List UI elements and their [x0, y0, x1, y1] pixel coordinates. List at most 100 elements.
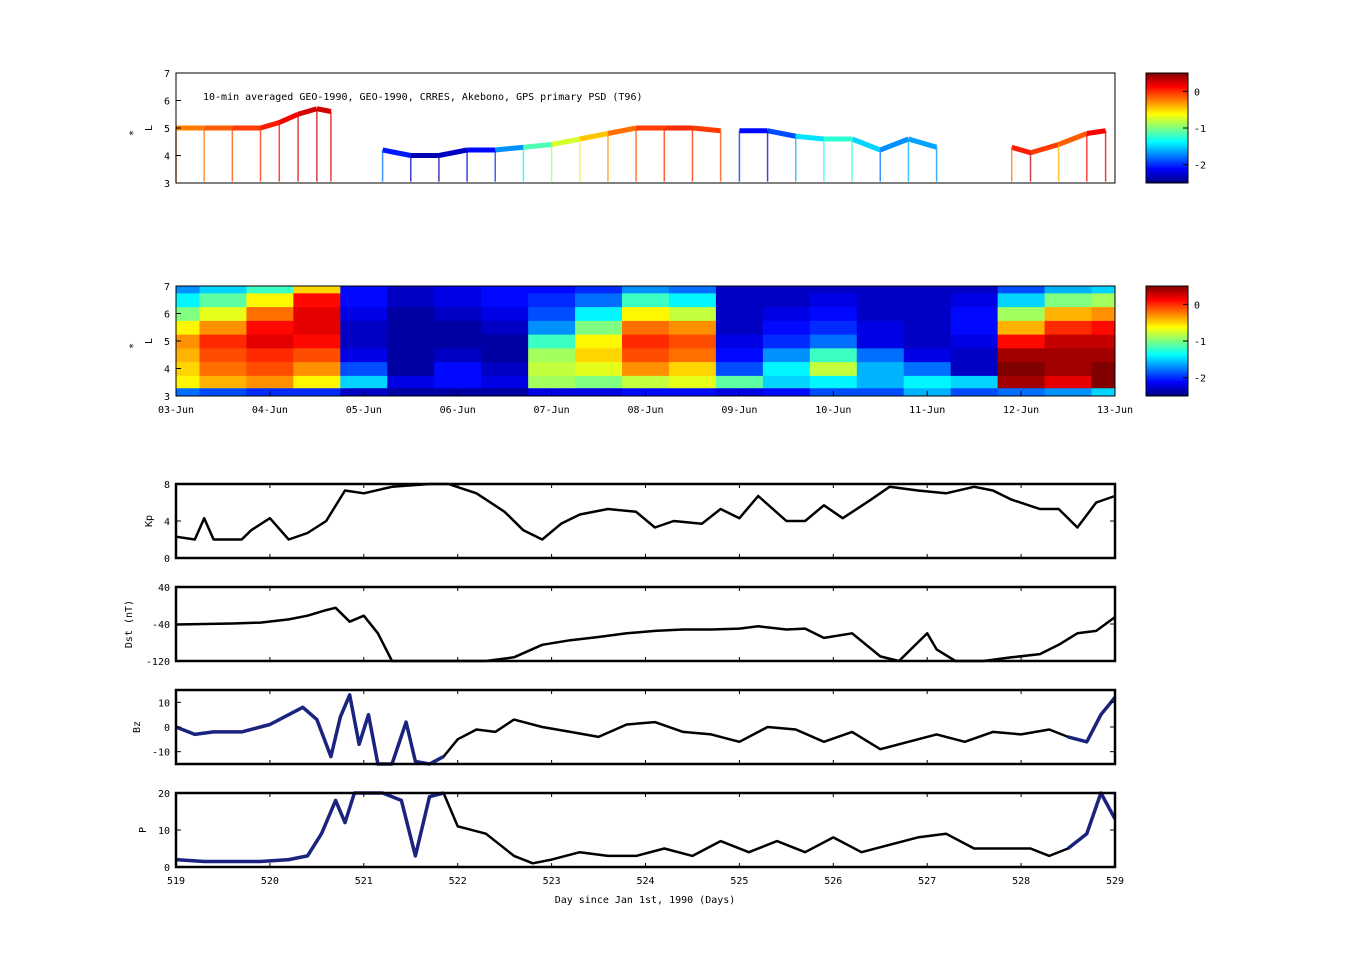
heatmap-cell	[575, 375, 623, 389]
date-tick-label: 10-Jun	[815, 405, 851, 416]
heatmap-cell	[1091, 347, 1116, 363]
heatmap-cell	[176, 306, 200, 321]
heatmap-cell	[809, 361, 858, 376]
heatmap-cell	[762, 387, 811, 397]
heatmap-cell	[340, 347, 388, 363]
heatmap-cell	[809, 320, 858, 335]
heatmap-cell	[997, 361, 1046, 376]
heatmap-cell	[434, 375, 482, 389]
heatmap-cell	[809, 334, 858, 349]
heatmap-cell	[1044, 334, 1093, 349]
heatmap-cell	[199, 375, 247, 389]
heatmap-cell	[434, 292, 482, 308]
psd-track-segment	[607, 125, 637, 136]
heatmap-cell	[199, 347, 247, 363]
heatmap-cell	[668, 375, 717, 389]
psd-track-segment	[1011, 144, 1032, 156]
heatmap-cell	[997, 292, 1046, 308]
heatmap-cell	[950, 347, 999, 363]
x-tick-label: 524	[636, 876, 654, 887]
heatmap-cell	[997, 375, 1046, 389]
date-tick-label: 08-Jun	[627, 405, 663, 416]
heatmap-cell	[856, 320, 905, 335]
heatmap-cell	[1044, 361, 1093, 376]
x-tick-label: 528	[1012, 876, 1030, 887]
heatmap-cell	[622, 347, 670, 363]
heatmap-cell	[903, 375, 952, 389]
heatmap-cell	[434, 306, 482, 321]
heatmap-cell	[1091, 334, 1116, 349]
colorbar-tick-label: -1	[1194, 124, 1206, 135]
heatmap-cell	[246, 306, 294, 321]
bz-line	[175, 693, 1116, 766]
dst-line	[175, 606, 1116, 663]
dst-axes-box	[174, 585, 1117, 663]
psd-observed-y-ticks: 3 4 5 6 7	[164, 69, 181, 190]
psd-track-segment	[851, 136, 882, 153]
heatmap-cell	[293, 387, 341, 397]
psd-reconstructed-y-ticks: 3 4 5 6 7	[164, 282, 181, 403]
colorbar-tick-label: -2	[1194, 161, 1206, 172]
bz-highres-segment	[175, 693, 445, 766]
psd-track-segment	[692, 125, 721, 134]
heatmap-cell	[387, 361, 435, 376]
heatmap-cell	[199, 306, 247, 321]
heatmap-cell	[575, 334, 623, 349]
x-tick-label: 526	[824, 876, 842, 887]
heatmap-cell	[903, 292, 952, 308]
heatmap-cell	[762, 334, 811, 349]
date-tick-label: 07-Jun	[534, 405, 570, 416]
date-tick-label: 09-Jun	[721, 405, 757, 416]
y-tick-label: 40	[158, 583, 170, 594]
pdyn-line	[175, 791, 1117, 865]
heatmap-cell	[528, 347, 576, 363]
heatmap-cell	[903, 286, 952, 294]
psd-reconstructed-colorbar: 0 -1 -2	[1145, 285, 1206, 397]
heatmap-cell	[1044, 387, 1093, 397]
heatmap-cell	[668, 387, 717, 397]
heatmap-cell	[293, 347, 341, 363]
heatmap-cell	[622, 334, 670, 349]
heatmap-cell	[528, 361, 576, 376]
psd-track-segment	[297, 106, 318, 117]
y-tick-label: 5	[164, 337, 170, 348]
heatmap-cell	[950, 286, 999, 294]
kp-y-label: Kp	[144, 515, 155, 527]
heatmap-cell	[387, 334, 435, 349]
heatmap-cell	[997, 320, 1046, 335]
heatmap-cell	[575, 347, 623, 363]
heatmap-cell	[199, 286, 247, 294]
heatmap-cell	[176, 387, 200, 397]
heatmap-cell	[1044, 375, 1093, 389]
psd-reconstructed-colorbar-scale	[1145, 285, 1189, 397]
heatmap-cell	[481, 361, 529, 376]
heatmap-cell	[340, 306, 388, 321]
x-tick-label: 523	[543, 876, 561, 887]
heatmap-cell	[387, 306, 435, 321]
heatmap-cell	[668, 361, 717, 376]
heatmap-cell	[762, 306, 811, 321]
heatmap-cell	[575, 286, 623, 294]
heatmap-cell	[528, 320, 576, 335]
y-tick-label: 3	[164, 392, 170, 403]
psd-track-segment	[1029, 142, 1060, 156]
heatmap-cell	[246, 361, 294, 376]
kp-panel: 0 4 8 Kp	[144, 480, 1117, 565]
heatmap-cell	[1044, 347, 1093, 363]
heatmap-cell	[950, 306, 999, 321]
psd-track-segment	[523, 142, 552, 150]
heatmap-cell	[434, 361, 482, 376]
y-tick-label: 7	[164, 282, 170, 293]
heatmap-cell	[903, 361, 952, 376]
y-tick-label: 0	[164, 723, 170, 734]
date-tick-label: 03-Jun	[158, 405, 194, 416]
heatmap-cell	[340, 286, 388, 294]
heatmap-cell	[1044, 320, 1093, 335]
heatmap-cell	[481, 375, 529, 389]
y-tick-label: 0	[164, 863, 170, 874]
psd-reconstructed-y-label: L	[144, 338, 155, 344]
heatmap-cell	[762, 286, 811, 294]
heatmap-cell	[762, 347, 811, 363]
y-tick-label: 10	[158, 826, 170, 837]
heatmap-cell	[293, 375, 341, 389]
